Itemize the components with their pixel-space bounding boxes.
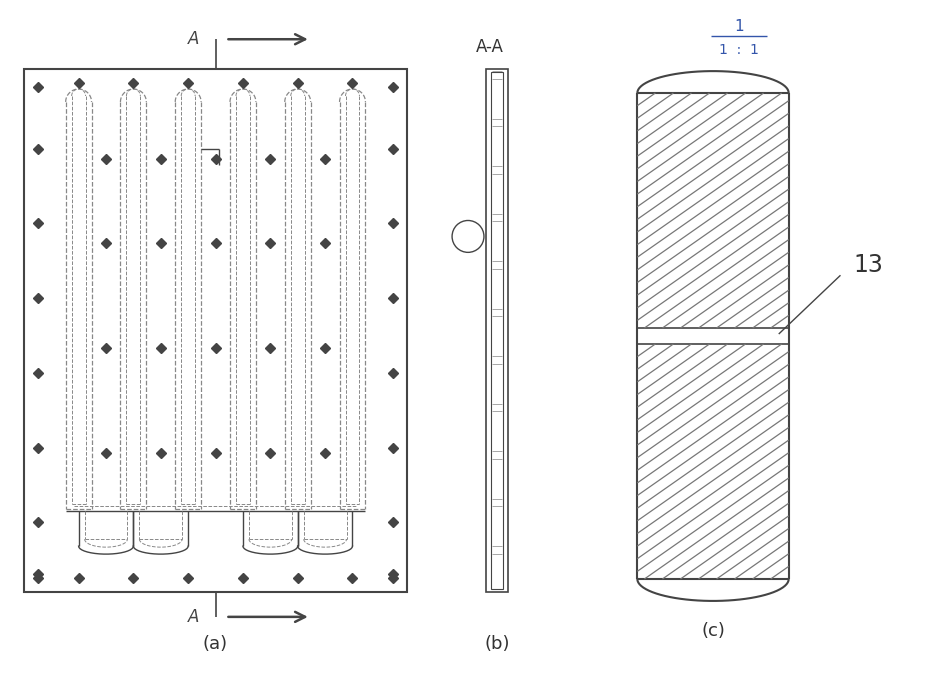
Text: A-A: A-A <box>476 38 504 56</box>
Text: 13: 13 <box>853 254 884 277</box>
Text: (a): (a) <box>203 634 228 653</box>
Text: A: A <box>188 608 199 626</box>
Text: 1  :  1: 1 : 1 <box>719 44 759 57</box>
Text: (b): (b) <box>484 634 509 653</box>
Text: A: A <box>188 30 199 48</box>
Text: 1: 1 <box>734 19 744 34</box>
Text: (c): (c) <box>701 622 725 640</box>
